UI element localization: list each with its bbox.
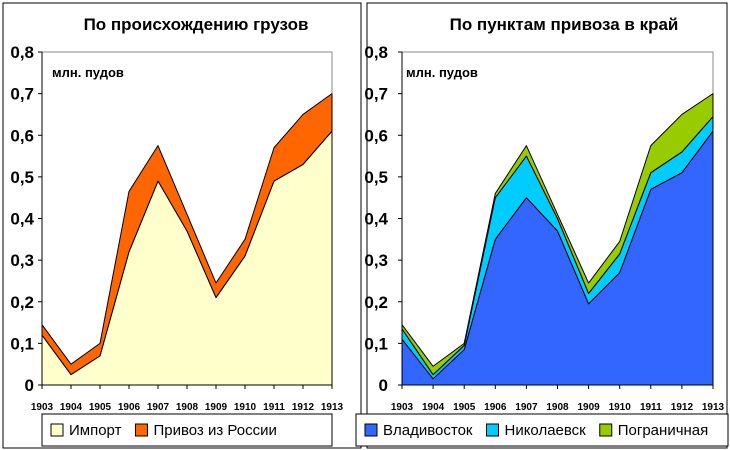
chart-title: По происхождению грузов	[84, 15, 309, 34]
x-tick-label: 1912	[671, 402, 694, 413]
y-tick-label: 0,7	[10, 85, 34, 104]
legend	[355, 413, 729, 447]
unit-label: млн. пудов	[406, 65, 478, 80]
y-tick-label: 0,4	[364, 210, 388, 229]
x-tick-label: 1912	[292, 402, 315, 413]
x-tick-label: 1908	[546, 402, 569, 413]
y-tick-label: 0,6	[10, 126, 34, 145]
legend-swatch	[485, 423, 499, 437]
x-tick-label: 1907	[515, 402, 538, 413]
legend-label: Импорт	[69, 422, 122, 439]
x-tick-label: 1911	[640, 402, 662, 413]
x-tick-label: 1906	[484, 402, 507, 413]
y-tick-label: 0,2	[10, 293, 34, 312]
y-tick-label: 0,2	[364, 293, 388, 312]
chart-panel-1: По происхождению грузов 0 0,1 0,2 0,3 0,4 0,5 0…	[2, 2, 362, 449]
x-tick-label: 1910	[609, 402, 632, 413]
y-tick-label: 0,1	[364, 334, 388, 353]
y-tick-label: 0	[379, 376, 388, 395]
legend-label: Владивосток	[383, 422, 473, 439]
legend	[41, 413, 333, 447]
x-tick-label: 1904	[60, 402, 83, 413]
x-tick-label: 1906	[118, 402, 141, 413]
area-series-2	[41, 93, 333, 376]
y-tick-label: 0,3	[10, 251, 34, 270]
chart-panel-2: По пунктам привоза в край 0 0,1 0,2 0,3 0,4 0,…	[355, 2, 729, 449]
x-tick-label: 1905	[89, 402, 112, 413]
y-tick-label: 0,6	[364, 126, 388, 145]
x-tick-label: 1907	[147, 402, 170, 413]
x-tick-label: 1904	[422, 402, 445, 413]
x-tick-label: 1908	[176, 402, 199, 413]
y-tick-label: 0	[25, 376, 34, 395]
legend-label: Николаевск	[504, 422, 586, 439]
x-tick-label: 1910	[234, 402, 257, 413]
legend-swatch	[50, 423, 64, 437]
chart-title: По пунктам привоза в край	[450, 15, 679, 34]
x-tick-label: 1903	[31, 402, 54, 413]
y-tick-label: 0,8	[10, 43, 34, 62]
unit-label: млн. пудов	[52, 65, 124, 80]
area-series-3	[401, 93, 714, 376]
y-tick-label: 0,1	[10, 334, 34, 353]
y-tick-label: 0,4	[10, 210, 34, 229]
legend-swatch	[364, 423, 378, 437]
x-tick-label: 1909	[577, 402, 600, 413]
x-tick-label: 1903	[391, 402, 414, 413]
x-tick-label: 1905	[453, 402, 476, 413]
legend-swatch	[599, 423, 613, 437]
y-tick-label: 0,3	[364, 251, 388, 270]
legend-label: Пограничная	[618, 422, 709, 439]
x-tick-label: 1913	[702, 402, 725, 413]
legend-swatch	[134, 423, 148, 437]
y-tick-label: 0,5	[10, 168, 34, 187]
y-tick-label: 0,8	[364, 43, 388, 62]
y-tick-label: 0,5	[364, 168, 388, 187]
x-tick-label: 1913	[321, 402, 344, 413]
legend-label: Привоз из России	[153, 422, 276, 439]
x-tick-label: 1911	[263, 402, 285, 413]
y-tick-label: 0,7	[364, 85, 388, 104]
x-tick-label: 1909	[205, 402, 228, 413]
